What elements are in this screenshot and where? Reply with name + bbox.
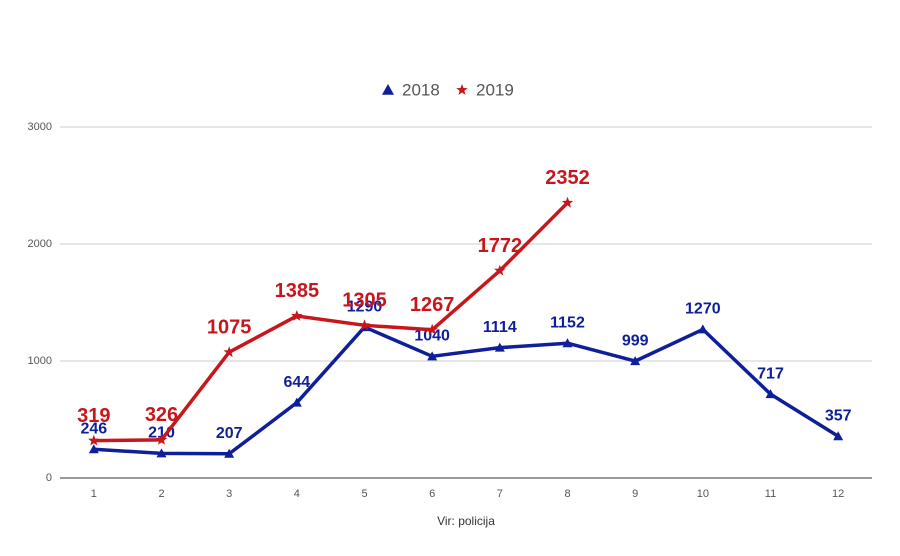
legend-marker [456, 84, 468, 95]
data-label: 326 [145, 404, 178, 426]
point-marker [427, 351, 438, 361]
x-tick-label: 8 [564, 488, 570, 500]
y-tick-label: 3000 [28, 121, 52, 133]
x-tick-label: 12 [832, 488, 844, 500]
point-marker [561, 196, 574, 208]
y-tick-label: 1000 [28, 355, 52, 367]
x-tick-label: 5 [361, 488, 367, 500]
data-label: 644 [283, 374, 310, 391]
data-label: 1290 [347, 298, 383, 315]
data-label: 207 [216, 425, 243, 442]
point-marker [494, 342, 505, 352]
point-marker [765, 389, 776, 399]
point-marker [224, 448, 235, 458]
x-tick-label: 2 [158, 488, 164, 500]
x-tick-label: 11 [765, 488, 776, 500]
point-marker [833, 431, 844, 441]
series-line [93, 201, 569, 443]
point-marker [494, 264, 506, 276]
data-label: 319 [77, 405, 110, 427]
data-label: 2352 [545, 167, 590, 189]
data-label: 1267 [410, 294, 455, 316]
data-label: 1114 [483, 319, 517, 336]
point-marker [291, 397, 302, 407]
series-line [93, 325, 840, 456]
data-label: 1305 [342, 290, 387, 312]
x-tick-label: 4 [294, 488, 300, 500]
data-label: 717 [757, 365, 784, 382]
point-marker [155, 433, 168, 445]
x-tick-label: 7 [497, 488, 503, 500]
data-label: 999 [622, 332, 649, 349]
point-marker [697, 324, 708, 334]
legend-label: 2019 [476, 80, 514, 99]
point-marker [88, 434, 100, 446]
point-marker [223, 346, 235, 358]
x-tick-label: 6 [429, 488, 435, 500]
data-label: 1385 [275, 280, 320, 302]
y-tick-label: 0 [46, 472, 52, 484]
x-tick-label: 10 [697, 488, 709, 500]
point-marker [156, 448, 167, 458]
data-label: 246 [80, 420, 107, 437]
x-tick-label: 3 [226, 488, 232, 500]
data-label: 1152 [550, 314, 585, 331]
point-marker [358, 319, 371, 331]
point-marker [88, 444, 99, 454]
legend-marker [382, 84, 394, 95]
data-label: 1040 [414, 328, 450, 345]
data-label: 1270 [685, 301, 721, 318]
point-marker [426, 323, 438, 335]
point-marker [291, 310, 303, 321]
data-label: 357 [825, 407, 852, 424]
x-tick-label: 1 [91, 488, 97, 500]
point-marker [630, 356, 641, 366]
data-label: 1075 [207, 317, 252, 339]
point-marker [562, 338, 573, 348]
x-tick-label: 9 [632, 488, 638, 500]
x-axis-label: Vir: policija [437, 514, 495, 528]
legend-label: 2018 [402, 80, 440, 99]
data-label: 1772 [478, 235, 523, 257]
y-tick-label: 2000 [28, 238, 52, 250]
